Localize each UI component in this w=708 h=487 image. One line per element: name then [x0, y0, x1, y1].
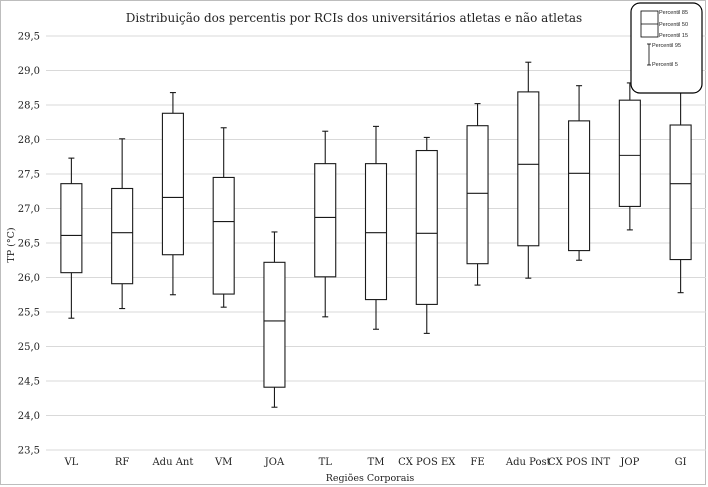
iqr-box: [364, 163, 388, 301]
box-cx-pos-int: [568, 85, 591, 261]
y-tick-label: 28,5: [18, 101, 40, 112]
x-category-label: FE: [470, 457, 484, 468]
y-tick-label: 23,5: [18, 446, 40, 457]
box-gi: [669, 91, 692, 294]
iqr-box: [161, 112, 184, 256]
box-series: [60, 61, 692, 408]
y-tick-label: 24,0: [18, 411, 40, 422]
legend-p85-label: Percentil 85: [659, 10, 688, 16]
x-category-label: CX POS INT: [548, 457, 611, 468]
x-category-label: VM: [214, 457, 232, 468]
x-category-label: CX POS EX: [398, 457, 456, 468]
iqr-box: [517, 91, 540, 247]
x-category-label: JOP: [619, 457, 639, 468]
x-category-label: RF: [115, 457, 130, 468]
iqr-box: [568, 120, 591, 252]
y-tick-label: 24,5: [18, 377, 40, 388]
chart-title: Distribuição dos percentis por RCIs dos …: [126, 11, 582, 25]
box-rf: [111, 138, 134, 310]
iqr-box: [669, 124, 692, 261]
x-category-labels: VL RF Adu Ant VM JOA TL TM CX POS EX FE Adu PostC…: [63, 457, 686, 468]
box-adu-post: [517, 61, 540, 279]
y-tick-label: 25,0: [18, 342, 40, 353]
box-tl: [314, 130, 337, 318]
legend-p15-label: Percentil 15: [659, 33, 688, 39]
y-tick-label: 27,5: [18, 170, 40, 181]
box-vm: [212, 127, 235, 308]
iqr-box: [314, 163, 337, 278]
x-category-label: Adu Ant: [151, 457, 193, 468]
legend-p5-label: Percentil 5: [652, 62, 678, 68]
box-vl: [60, 157, 83, 319]
x-category-label: TL: [319, 457, 333, 468]
x-category-label: Adu Post: [505, 457, 551, 468]
x-category-label: TM: [368, 457, 385, 468]
iqr-box: [212, 176, 235, 295]
box-cx-pos-ex: [415, 136, 438, 334]
x-category-label: JOA: [264, 457, 285, 468]
box-tm: [364, 125, 388, 330]
y-tick-label: 28,0: [18, 135, 40, 146]
y-tick-label: 27,0: [18, 204, 40, 215]
box-fe: [466, 103, 489, 286]
y-tick-label: 25,5: [18, 308, 40, 319]
y-tick-labels: 23,5 24,0 24,5 25,0 25,5 26,0 26,5 27,0 27,5 28,0…: [18, 32, 40, 457]
y-tick-label: 26,0: [18, 273, 40, 284]
box-adu-ant: [161, 92, 184, 296]
x-axis-label: Regiões Corporais: [326, 473, 415, 484]
box-joa: [263, 231, 286, 408]
legend-p50-label: Percentil 50: [659, 22, 688, 28]
legend-p95-label: Percentil 95: [652, 43, 681, 49]
iqr-box: [466, 125, 489, 265]
x-category-label: GI: [675, 457, 687, 468]
iqr-box: [60, 183, 83, 274]
y-axis-label: TP (°C): [6, 227, 17, 262]
iqr-box: [618, 99, 641, 207]
box-jop: [618, 82, 641, 231]
iqr-box: [263, 261, 286, 388]
legend: Percentil 85 Percentil 50 Percentil 15 P…: [630, 2, 703, 94]
iqr-box: [111, 187, 134, 285]
legend-frame: [630, 2, 703, 94]
iqr-box: [415, 149, 438, 305]
y-tick-label: 29,5: [18, 32, 40, 43]
x-category-label: VL: [63, 457, 78, 468]
y-tick-label: 29,0: [18, 66, 40, 77]
y-tick-label: 26,5: [18, 239, 40, 250]
